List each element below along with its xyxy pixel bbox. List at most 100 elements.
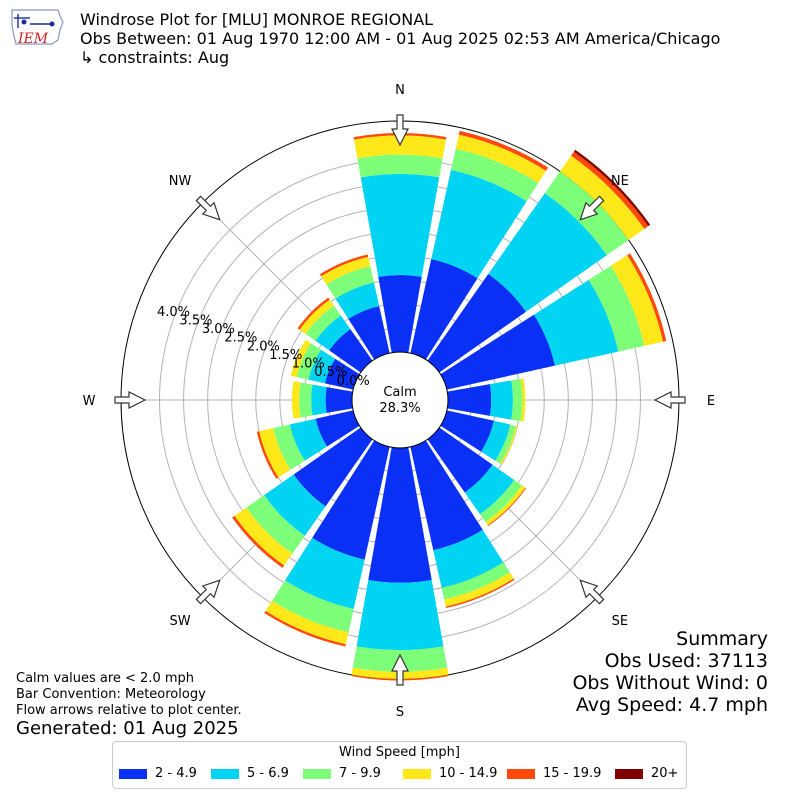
bar-S-bin-4 [351, 674, 449, 681]
note-convention: Bar Convention: Meteorology [16, 687, 206, 702]
bar-NNW-bin-1 [335, 282, 380, 319]
bar-SSE-bin-3 [444, 572, 514, 607]
radial-tick-label-7: 3.5% [179, 313, 212, 328]
bar-W-bin-3 [291, 381, 301, 419]
bar-SE-bin-2 [479, 479, 523, 523]
bar-SW-bin-0 [293, 427, 373, 507]
calm-label: Calm [383, 385, 416, 400]
bar-E-bin-0 [447, 384, 492, 416]
flow-arrow-se [579, 579, 605, 605]
bar-NNE-bin-3 [455, 134, 547, 183]
summary-avg-speed: Avg Speed: 4.7 mph [575, 694, 768, 716]
bar-NW-bin-3 [299, 299, 334, 334]
radial-tick-label-8: 4.0% [157, 305, 190, 320]
flow-arrow-s [391, 653, 409, 686]
summary-panel: Summary Obs Used: 37113 Obs Without Wind… [572, 628, 768, 716]
flow-arrow-nw [195, 195, 221, 221]
legend-label-2: 7 - 9.9 [339, 766, 381, 781]
bar-SSW-bin-0 [312, 440, 390, 560]
legend-label-4: 15 - 19.9 [543, 766, 602, 781]
chart-subtitle: Obs Between: 01 Aug 1970 12:00 AM - 01 A… [80, 29, 721, 48]
legend-item-3: 10 - 14.9 [403, 766, 497, 781]
bar-W-bin-0 [325, 387, 353, 413]
legend: Wind Speed [mph] 2 - 4.9 5 - 6.9 7 - 9.9 10… [112, 741, 687, 789]
bar-WSW-bin-4 [256, 431, 279, 479]
flow-arrow-n [391, 114, 409, 147]
bar-SW-bin-1 [264, 474, 326, 536]
legend-item-5: 20+ [615, 766, 678, 781]
bar-WSW-bin-0 [315, 410, 360, 447]
compass-label-w: W [83, 394, 96, 409]
bar-NE-bin-1 [488, 193, 607, 312]
compass-label-ne: NE [611, 174, 629, 189]
bar-ESE-bin-2 [495, 424, 516, 464]
bar-N-bin-1 [360, 173, 440, 277]
flow-arrow-ne [579, 195, 605, 221]
note-calm: Calm values are < 2.0 mph [16, 671, 195, 686]
legend-swatch-2 [303, 768, 331, 779]
bar-SSE-bin-2 [441, 562, 510, 600]
calm-value: 28.3% [379, 401, 420, 416]
bar-SW-bin-3 [234, 507, 293, 566]
bar-ENE-bin-3 [610, 255, 663, 346]
summary-obs-used: Obs Used: 37113 [604, 650, 768, 672]
radial-tick-label-3: 1.5% [269, 348, 302, 363]
bar-SSW-bin-4 [264, 610, 346, 647]
bar-SSE-bin-1 [433, 529, 504, 588]
bar-S-bin-1 [356, 579, 444, 651]
radial-tick-label-5: 2.5% [224, 331, 257, 346]
bar-N-bin-3 [354, 135, 446, 159]
bar-WNW-bin-2 [296, 343, 321, 380]
bar-W-bin-2 [299, 382, 313, 418]
bar-SSW-bin-1 [285, 537, 365, 609]
bar-NE-bin-0 [427, 273, 527, 373]
radial-tick-label-6: 3.0% [202, 322, 235, 337]
legend-items: 2 - 4.9 5 - 6.9 7 - 9.9 10 - 14.9 15 - 19.9 2… [113, 766, 686, 788]
bar-NNW-bin-4 [319, 254, 369, 277]
summary-obs-without-wind: Obs Without Wind: 0 [572, 672, 768, 694]
bar-NNE-bin-1 [431, 169, 527, 279]
bar-WNW-bin-1 [308, 349, 336, 384]
bar-SSW-bin-3 [265, 600, 349, 645]
bar-NNW-bin-0 [348, 306, 390, 360]
flow-arrow-w [114, 391, 147, 409]
legend-item-2: 7 - 9.9 [303, 766, 381, 781]
flow-arrow-e [653, 391, 686, 409]
legend-label-1: 5 - 6.9 [247, 766, 289, 781]
header: Windrose Plot for [MLU] MONROE REGIONAL … [80, 10, 720, 67]
bar-NW-bin-1 [315, 315, 351, 351]
compass-label-se: SE [612, 614, 628, 629]
bar-W-bin-1 [311, 384, 327, 416]
bar-ENE-bin-2 [588, 265, 645, 352]
summary-title: Summary [676, 628, 768, 650]
radial-tick-label-2: 1.0% [292, 357, 325, 372]
bar-ENE-bin-4 [627, 253, 667, 342]
bar-ESE-bin-1 [481, 420, 511, 461]
legend-swatch-0 [119, 768, 147, 779]
iowa-outline [11, 9, 64, 45]
radial-tick-label-0: 0.0% [337, 374, 370, 389]
bar-WNW-bin-3 [290, 339, 311, 378]
legend-item-0: 2 - 4.9 [119, 766, 197, 781]
bar-ESE-bin-3 [500, 425, 518, 465]
bar-SE-bin-3 [485, 485, 526, 526]
legend-label-0: 2 - 4.9 [155, 766, 197, 781]
legend-label-3: 10 - 14.9 [439, 766, 498, 781]
bar-E-bin-3 [520, 378, 526, 422]
bar-S-bin-0 [368, 447, 432, 583]
note-flow: Flow arrows relative to plot center. [16, 703, 242, 718]
compass-label-nw: NW [169, 174, 192, 189]
calm-circle [351, 351, 449, 449]
legend-label-5: 20+ [651, 766, 679, 781]
bar-ENE-bin-0 [440, 314, 555, 390]
legend-item-1: 5 - 6.9 [211, 766, 289, 781]
bar-SSE-bin-0 [410, 440, 483, 551]
flow-arrow-sw [195, 579, 221, 605]
bar-SE-bin-0 [427, 427, 493, 493]
bar-SSE-bin-4 [445, 578, 515, 609]
bar-N-bin-4 [353, 133, 447, 140]
bar-NNW-bin-2 [326, 266, 374, 299]
legend-swatch-1 [211, 768, 239, 779]
compass-label-n: N [395, 83, 405, 98]
